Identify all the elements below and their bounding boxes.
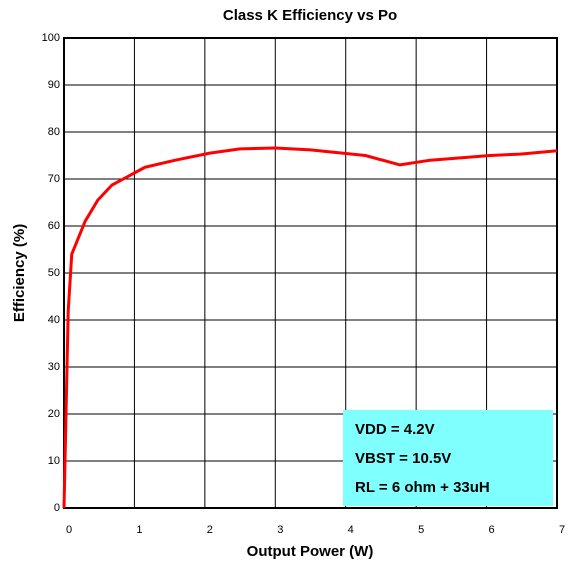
annotation: RL = 6 ohm + 33uH bbox=[355, 479, 490, 496]
plot-frame bbox=[63, 37, 558, 509]
y-tick-label: 80 bbox=[48, 126, 60, 138]
y-axis-label: Efficiency (%) bbox=[11, 224, 28, 322]
x-tick-label: 6 bbox=[489, 524, 495, 536]
chart-title: Class K Efficiency vs Po bbox=[223, 7, 397, 24]
y-tick-label: 70 bbox=[48, 173, 60, 185]
x-tick-label: 3 bbox=[277, 524, 283, 536]
y-tick-label: 40 bbox=[48, 314, 60, 326]
x-tick-label: 0 bbox=[66, 524, 72, 536]
annotation: VDD = 4.2V bbox=[355, 421, 435, 438]
y-tick-label: 30 bbox=[48, 361, 60, 373]
x-tick-label: 7 bbox=[559, 524, 565, 536]
x-tick-label: 4 bbox=[348, 524, 354, 536]
y-tick-label: 0 bbox=[54, 502, 60, 514]
y-tick-label: 20 bbox=[48, 408, 60, 420]
y-tick-label: 90 bbox=[48, 79, 60, 91]
y-tick-label: 50 bbox=[48, 267, 60, 279]
x-tick-label: 2 bbox=[207, 524, 213, 536]
data-line bbox=[62, 146, 558, 509]
annotation-box bbox=[343, 410, 553, 506]
annotation: VBST = 10.5V bbox=[355, 450, 451, 467]
x-tick-label: 1 bbox=[136, 524, 142, 536]
y-tick-label: 60 bbox=[48, 220, 60, 232]
x-tick-label: 5 bbox=[418, 524, 424, 536]
x-axis-label: Output Power (W) bbox=[247, 543, 374, 560]
y-tick-label: 10 bbox=[48, 455, 60, 467]
y-tick-label: 100 bbox=[42, 32, 60, 44]
